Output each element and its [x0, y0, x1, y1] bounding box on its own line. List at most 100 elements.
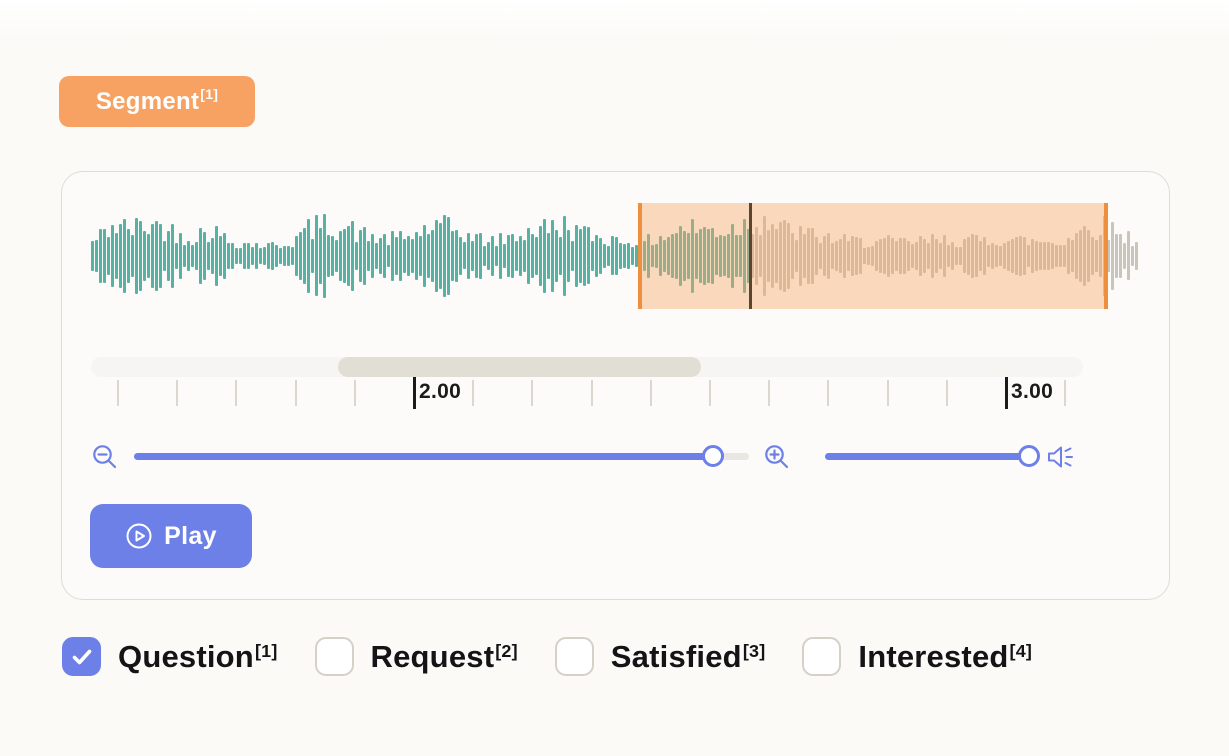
waveform-bar [723, 235, 726, 277]
ruler-tick [117, 380, 119, 406]
waveform-bar [1047, 242, 1050, 270]
waveform-bar [883, 237, 886, 275]
waveform-bar [499, 232, 502, 280]
segment-badge[interactable]: Segment [1] [59, 76, 255, 127]
waveform-bar [319, 228, 322, 284]
waveform-bar [555, 229, 558, 283]
waveform-bar [663, 239, 666, 273]
zoom-slider[interactable] [134, 445, 749, 467]
segment-region[interactable] [638, 203, 1109, 309]
waveform-bar [315, 215, 318, 297]
waveform-bar [247, 243, 250, 269]
waveform-bar [179, 232, 182, 280]
waveform-bar [691, 218, 694, 294]
waveform-bar [1031, 238, 1034, 274]
waveform-bar [415, 232, 418, 280]
waveform-bar [419, 236, 422, 276]
zoom-slider-fill [134, 453, 713, 460]
waveform-bar [451, 230, 454, 282]
waveform-bar [139, 220, 142, 292]
waveform-bar [123, 218, 126, 294]
playhead-cursor[interactable] [749, 203, 752, 309]
waveform-bar [259, 247, 262, 265]
ruler-tick [709, 380, 711, 406]
speaker-icon[interactable] [1045, 442, 1075, 472]
waveform-bar [103, 228, 106, 284]
waveform-bar [383, 233, 386, 279]
waveform-bar [119, 224, 122, 288]
waveform-bar [551, 220, 554, 292]
waveform-bar [515, 240, 518, 272]
waveform-bar [1071, 239, 1074, 273]
play-button-label: Play [164, 521, 217, 550]
checkbox-item-request[interactable]: Request[2] [314, 637, 518, 676]
waveform-bar [511, 233, 514, 279]
waveform-bar [927, 242, 930, 270]
waveform-bar [563, 216, 566, 296]
waveform-bar [1015, 237, 1018, 275]
waveform-bar [635, 245, 638, 267]
waveform-bar [887, 234, 890, 278]
waveform-bar [707, 228, 710, 284]
waveform-bar [951, 242, 954, 270]
waveform-bar [151, 224, 154, 288]
waveform-bar [795, 239, 798, 273]
waveform-bar [407, 235, 410, 277]
ruler-tick [649, 380, 652, 406]
waveform-bar [1019, 236, 1022, 276]
waveform-bar [855, 236, 858, 276]
waveform-bar [495, 245, 498, 267]
checkbox-item-interested[interactable]: Interested[4] [802, 637, 1032, 676]
waveform-bar [519, 235, 522, 277]
waveform-bar [1075, 232, 1078, 280]
checkbox[interactable] [802, 637, 842, 676]
waveform-scrollbar-thumb[interactable] [338, 357, 702, 377]
waveform-bar [1055, 244, 1058, 268]
waveform-bar [299, 232, 302, 280]
checkbox-item-question[interactable]: Question[1] [62, 637, 278, 676]
waveform-bar [623, 243, 626, 269]
zoom-slider-thumb[interactable] [702, 445, 725, 467]
segment-badge-index: [1] [200, 85, 219, 102]
waveform-bar [1123, 243, 1126, 269]
waveform-bar [431, 230, 434, 282]
waveform-bar [131, 235, 134, 277]
checkbox[interactable] [314, 637, 354, 676]
ruler-tick [886, 380, 889, 406]
waveform[interactable] [91, 203, 1141, 309]
volume-slider-thumb[interactable] [1017, 445, 1040, 467]
waveform-bar [211, 238, 214, 274]
waveform-bar [91, 241, 94, 271]
waveform-bar [715, 236, 718, 276]
waveform-bar [351, 221, 354, 291]
waveform-bar [675, 233, 678, 279]
ruler-time-label: 3.00 [1011, 380, 1054, 403]
waveform-bar [671, 234, 674, 278]
zoom-in-icon[interactable] [763, 443, 791, 471]
waveform-bar [271, 241, 274, 271]
waveform-bar [975, 234, 978, 278]
waveform-bar [575, 224, 578, 288]
play-button[interactable]: Play [90, 504, 252, 568]
checkbox[interactable] [62, 637, 101, 676]
waveform-bar [395, 237, 398, 275]
checkbox-item-satisfied[interactable]: Satisfied[3] [554, 637, 766, 676]
waveform-bar [771, 223, 774, 289]
waveform-bar [1127, 231, 1130, 281]
waveform-bar [115, 232, 118, 280]
waveform-bar [387, 245, 390, 267]
waveform-bar [1131, 245, 1134, 267]
waveform-bar [919, 236, 922, 276]
waveform-bar [703, 226, 706, 286]
waveform-bar [591, 241, 594, 271]
waveform-scrollbar[interactable] [91, 357, 1083, 377]
waveform-bar [847, 240, 850, 271]
waveform-bar [907, 240, 910, 272]
waveform-bar [783, 219, 786, 293]
volume-slider[interactable] [825, 445, 1040, 467]
waveform-bar [1007, 240, 1010, 272]
checkbox[interactable] [554, 637, 594, 676]
waveform-bar [331, 236, 334, 276]
zoom-out-icon[interactable] [91, 443, 119, 471]
waveform-bar [759, 234, 762, 278]
